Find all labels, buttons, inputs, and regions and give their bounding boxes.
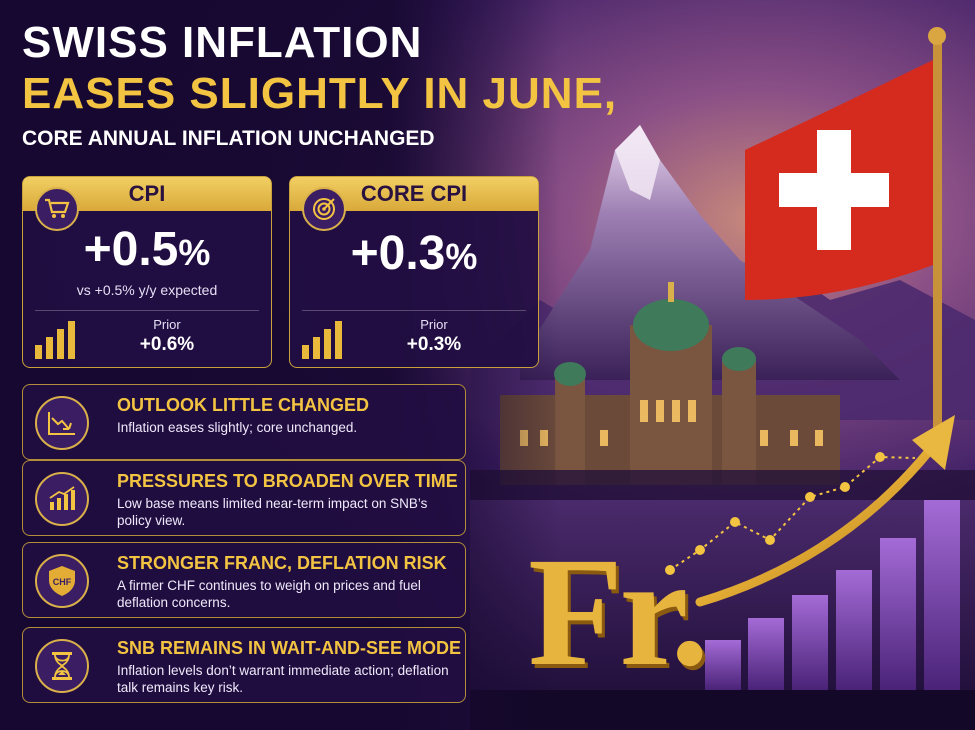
cpi-value-unit: %: [178, 232, 211, 273]
highlight-title: STRONGER FRANC, DEFLATION RISK: [117, 553, 447, 573]
cpi-value-number: +0.5: [83, 223, 179, 276]
headline-line-2: EASES SLIGHTLY IN JUNE,: [22, 69, 618, 118]
flag-pole: [933, 38, 942, 438]
cpi-prior-value: +0.6%: [139, 334, 195, 355]
core-cpi-prior-label: Prior: [420, 317, 448, 332]
core-cpi-prior-section: Prior +0.3%: [290, 317, 538, 359]
core-cpi-value: +0.3%: [290, 229, 538, 282]
cpi-card: CPI +0.5% vs +0.5% y/y expected Prior +0…: [22, 176, 272, 368]
core-cpi-value-number: +0.3: [350, 227, 446, 280]
target-icon: [302, 187, 346, 231]
svg-text:CHF: CHF: [53, 577, 72, 587]
cpi-value: +0.5%: [23, 225, 271, 278]
rising-arrow: [695, 445, 935, 607]
chf-shield-icon: CHF: [35, 554, 89, 608]
franc-symbol: Fr.: [528, 525, 709, 698]
cpi-prior-section: Prior +0.6%: [23, 317, 271, 359]
highlight-body: A firmer CHF continues to weigh on price…: [117, 578, 421, 610]
highlight-body: Inflation levels don’t warrant immediate…: [117, 663, 449, 695]
headline-line-1: SWISS INFLATION: [22, 18, 423, 67]
headline-line-3: CORE ANNUAL INFLATION UNCHANGED: [22, 127, 435, 150]
cpi-expectation-note: vs +0.5% y/y expected: [76, 282, 218, 298]
declining-chart-icon: [35, 396, 89, 450]
highlight-title: OUTLOOK LITTLE CHANGED: [117, 395, 369, 415]
bar-chart-icon: [35, 321, 75, 359]
swiss-flag: [745, 60, 933, 300]
core-cpi-card: CORE CPI +0.3% Prior +0.3%: [289, 176, 539, 368]
bar-chart-icon: [302, 321, 342, 359]
highlight-body: Low base means limited near-term impact …: [117, 496, 428, 528]
rising-bars: [705, 500, 960, 690]
cpi-prior-label: Prior: [153, 317, 181, 332]
highlight-pressures: PRESSURES TO BROADEN OVER TIME Low base …: [22, 460, 466, 536]
highlight-snb: SNB REMAINS IN WAIT-AND-SEE MODE Inflati…: [22, 627, 466, 703]
hourglass-icon: [35, 639, 89, 693]
shopping-cart-icon: [35, 187, 79, 231]
highlight-title: PRESSURES TO BROADEN OVER TIME: [117, 471, 458, 491]
matterhorn-mountain: [520, 125, 900, 380]
highlight-body: Inflation eases slightly; core unchanged…: [117, 420, 358, 435]
card-divider: [302, 310, 526, 311]
rising-bar-chart-icon: [35, 472, 89, 526]
highlight-franc: CHF STRONGER FRANC, DEFLATION RISK A fir…: [22, 542, 466, 618]
highlight-title: SNB REMAINS IN WAIT-AND-SEE MODE: [117, 638, 462, 658]
card-divider: [35, 310, 259, 311]
core-cpi-value-unit: %: [445, 236, 478, 277]
headline: SWISS INFLATION EASES SLIGHTLY IN JUNE, …: [22, 18, 617, 154]
highlight-outlook: OUTLOOK LITTLE CHANGED Inflation eases s…: [22, 384, 466, 460]
core-cpi-prior-value: +0.3%: [406, 334, 462, 355]
trend-dotted-line: [669, 455, 916, 571]
